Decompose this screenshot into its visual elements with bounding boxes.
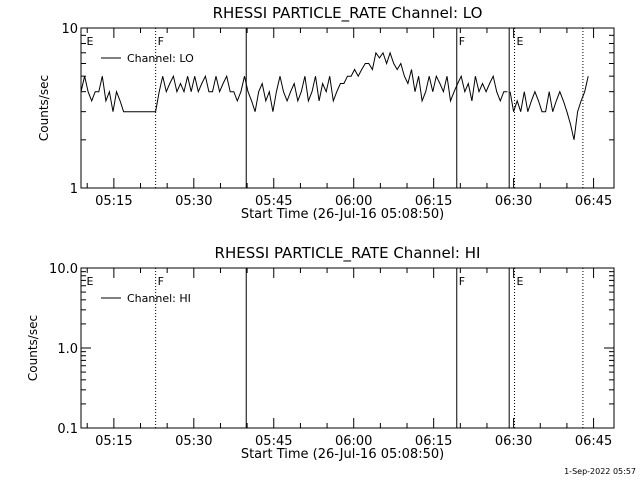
y-tick-label: 1 — [70, 182, 78, 197]
x-tick-label: 05:30 — [175, 194, 212, 209]
x-tick-label: 06:15 — [415, 194, 452, 209]
chart-title: RHESSI PARTICLE_RATE Channel: HI — [215, 244, 481, 263]
date-stamp: 1-Sep-2022 05:57 — [564, 467, 636, 476]
event-marker-label: E — [517, 275, 524, 288]
x-axis-label: Start Time (26-Jul-16 05:08:50) — [241, 447, 444, 462]
event-marker-label: E — [87, 35, 94, 48]
plot-frame — [80, 27, 615, 189]
event-marker-label: F — [158, 275, 164, 288]
x-tick-label: 05:30 — [175, 434, 212, 449]
chart-title: RHESSI PARTICLE_RATE Channel: LO — [213, 4, 483, 23]
series-line-channel-lo — [80, 51, 508, 113]
chart-panel-hi: RHESSI PARTICLE_RATE Channel: HI 0.1 1.0 10… — [26, 244, 615, 462]
x-tick-label: 05:45 — [255, 194, 292, 209]
x-tick-label: 06:45 — [575, 194, 612, 209]
x-tick-label: 06:15 — [415, 434, 452, 449]
x-axis-label: Start Time (26-Jul-16 05:08:50) — [241, 207, 444, 222]
x-tick-label: 05:15 — [95, 434, 132, 449]
series-line-channel-lo — [509, 76, 589, 140]
y-axis-label: Counts/sec — [26, 315, 40, 381]
x-tick-label: 06:00 — [335, 434, 372, 449]
x-tick-label: 06:30 — [495, 434, 532, 449]
legend-entry: Channel: HI — [127, 292, 191, 305]
chart-panel-lo: RHESSI PARTICLE_RATE Channel: LO 1 10 05:15… — [37, 4, 615, 222]
legend-entry: Channel: LO — [127, 52, 194, 65]
y-tick-label: 10.0 — [49, 262, 78, 277]
event-marker-label: F — [158, 35, 164, 48]
y-axis-label: Counts/sec — [37, 75, 51, 141]
x-tick-label: 05:15 — [95, 194, 132, 209]
x-tick-label: 06:00 — [335, 194, 372, 209]
y-tick-label: 10 — [61, 22, 78, 37]
y-tick-label: 0.1 — [57, 422, 78, 437]
event-marker-label: F — [459, 275, 465, 288]
x-tick-label: 06:45 — [575, 434, 612, 449]
x-tick-label: 05:45 — [255, 434, 292, 449]
event-marker-label: E — [87, 275, 94, 288]
y-tick-label: 1.0 — [57, 342, 78, 357]
x-tick-label: 06:30 — [495, 194, 532, 209]
event-marker-label: F — [459, 35, 465, 48]
event-marker-label: E — [517, 35, 524, 48]
